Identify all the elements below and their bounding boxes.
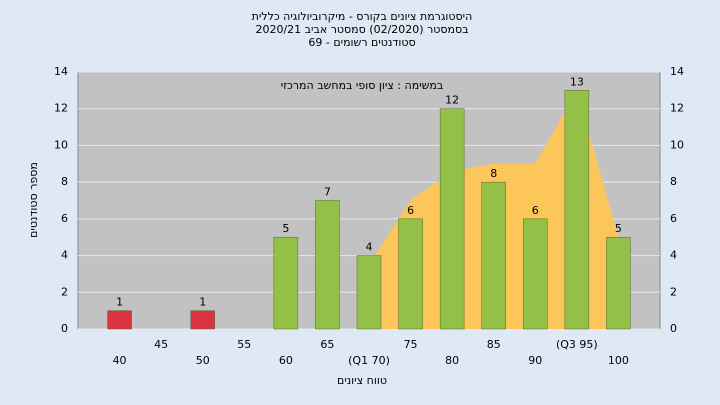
data-label: 5 (282, 222, 289, 235)
x-tick-label: (Q1 70) (348, 354, 390, 367)
bar (439, 108, 465, 330)
y-tick-label: 0 (61, 322, 68, 335)
data-label: 7 (324, 186, 331, 199)
y-tick-label: 2 (61, 285, 68, 298)
bar (107, 310, 132, 330)
data-label: 1 (199, 296, 206, 309)
y-tick-label: 4 (61, 249, 68, 262)
chart-subtitle: סטודנטים רשומים - 69 (308, 36, 415, 49)
data-label: 5 (615, 222, 622, 235)
y-tick-label: 8 (670, 175, 677, 188)
x-tick-label: 90 (528, 354, 542, 367)
data-label: 4 (366, 241, 373, 254)
chart-title: היסטוגרמת ציונים בקורס - מיקרוביולוגיה כ… (252, 10, 473, 23)
x-tick-label: 40 (113, 354, 127, 367)
y-tick-label: 10 (54, 138, 68, 151)
bar (356, 255, 382, 330)
bar (273, 236, 299, 330)
data-label: 12 (445, 94, 459, 107)
x-tick-label: 80 (445, 354, 459, 367)
y-tick-label: 0 (670, 322, 677, 335)
y-axis-title: מספר סטודנטים (27, 162, 40, 238)
x-tick-label: 55 (237, 338, 251, 351)
x-tick-label: 85 (487, 338, 501, 351)
x-axis-title: טווח ציונים (337, 374, 387, 387)
y-tick-label: 10 (670, 138, 684, 151)
y-tick-label: 6 (670, 212, 677, 225)
y-tick-label: 4 (670, 249, 677, 262)
y-tick-label: 14 (670, 65, 684, 78)
bar (398, 218, 423, 330)
bar (190, 310, 215, 330)
x-tick-label: 65 (320, 338, 334, 351)
x-tick-label: 50 (196, 354, 210, 367)
data-label: 6 (407, 204, 414, 217)
x-tick-label: 75 (404, 338, 418, 351)
x-tick-label: 100 (608, 354, 629, 367)
data-label: 6 (532, 204, 539, 217)
x-tick-label: 60 (279, 354, 293, 367)
x-tick-label: (Q3 95) (556, 338, 598, 351)
bar (315, 200, 340, 330)
bar (564, 90, 590, 330)
chart-subtitle: בסמסטר (02/2020) סמסטר אביב 2020/21 (255, 23, 468, 36)
data-label: 13 (570, 75, 584, 88)
y-tick-label: 12 (670, 102, 684, 115)
y-tick-label: 2 (670, 285, 677, 298)
bar (523, 218, 548, 330)
y-tick-label: 14 (54, 65, 68, 78)
data-label: 8 (490, 167, 497, 180)
annotation: במשימה : ציון סופי במחשב המרכזי (281, 79, 444, 92)
x-tick-label: 45 (154, 338, 168, 351)
y-tick-label: 12 (54, 102, 68, 115)
data-label: 1 (116, 296, 123, 309)
bar (606, 236, 631, 330)
bar (481, 181, 506, 330)
y-tick-label: 6 (61, 212, 68, 225)
y-tick-label: 8 (61, 175, 68, 188)
